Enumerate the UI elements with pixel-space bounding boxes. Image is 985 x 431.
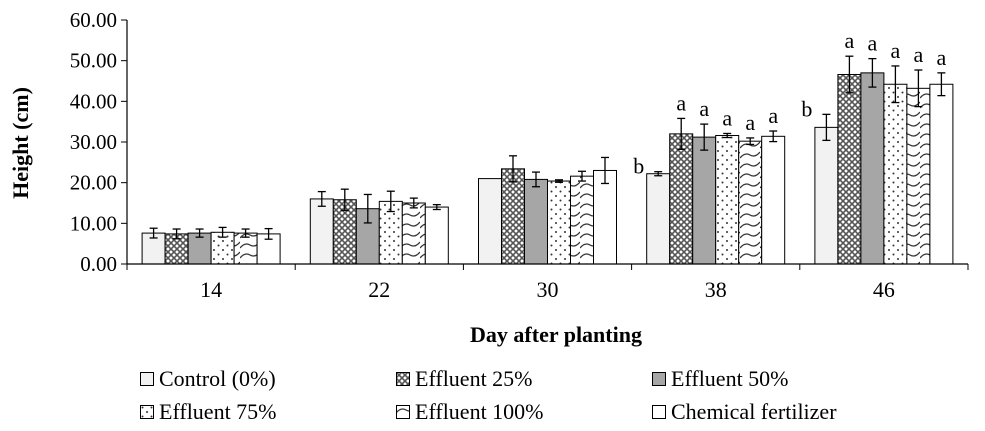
legend-label: Effluent 25% — [415, 366, 533, 391]
significance-label: a — [891, 38, 901, 63]
legend-item: Chemical fertilizer — [652, 397, 837, 427]
bar — [692, 136, 717, 265]
bar — [929, 83, 954, 265]
bar — [761, 135, 786, 265]
x-axis-label: Day after planting — [470, 322, 642, 347]
bar — [906, 87, 931, 265]
legend-swatch — [652, 372, 666, 386]
significance-label: a — [676, 90, 686, 115]
legend: Control (0%) Effluent 25% Effluent 50% Effl… — [140, 364, 960, 430]
legend-item: Effluent 100% — [396, 397, 544, 427]
significance-label: b — [633, 154, 644, 179]
legend-label: Chemical fertilizer — [671, 399, 837, 424]
legend-swatch — [140, 372, 154, 386]
y-tick-label: 0.00 — [80, 252, 117, 276]
bar — [501, 168, 525, 265]
bar — [547, 180, 571, 265]
y-tick-label: 40.00 — [70, 89, 117, 113]
legend-label: Effluent 50% — [671, 366, 789, 391]
bar — [860, 72, 885, 265]
significance-label: a — [699, 96, 709, 121]
bar — [401, 202, 426, 265]
y-axis-label: Height (cm) — [8, 87, 33, 199]
bar — [883, 83, 908, 265]
y-tick-label: 30.00 — [70, 130, 117, 154]
y-tick-label: 50.00 — [70, 49, 117, 73]
significance-label: a — [868, 31, 878, 56]
legend-swatch — [652, 405, 666, 419]
significance-label: b — [801, 96, 812, 121]
bar — [738, 140, 763, 265]
bar — [424, 206, 449, 265]
x-tick-label: 30 — [537, 277, 559, 302]
significance-label: a — [722, 105, 732, 130]
bar — [715, 134, 740, 265]
bar-chart: 0.00 10.00 20.00 30.00 40.00 50.00 60.00 14 22 3… — [8, 8, 969, 347]
significance-label: a — [845, 28, 855, 53]
significance-label: a — [937, 45, 947, 70]
significance-label: a — [745, 110, 755, 135]
y-tick-label: 20.00 — [70, 171, 117, 195]
x-tick-label: 38 — [705, 277, 727, 302]
legend-item: Control (0%) — [140, 364, 276, 394]
legend-swatch — [396, 372, 410, 386]
bar — [593, 169, 617, 265]
x-tick-label: 14 — [200, 277, 222, 302]
legend-item: Effluent 25% — [396, 364, 533, 394]
bar — [814, 126, 839, 265]
legend-item: Effluent 75% — [140, 397, 277, 427]
bar — [570, 175, 594, 265]
bar — [478, 178, 502, 265]
bar — [309, 198, 334, 265]
legend-label: Effluent 75% — [159, 399, 277, 424]
legend-item: Effluent 50% — [652, 364, 789, 394]
bar — [837, 73, 862, 265]
bar — [524, 178, 548, 265]
y-tick-label: 10.00 — [70, 211, 117, 235]
legend-label: Control (0%) — [159, 366, 276, 391]
legend-swatch — [396, 405, 410, 419]
significance-label: a — [768, 103, 778, 128]
legend-label: Effluent 100% — [415, 399, 544, 424]
y-tick-label: 60.00 — [70, 8, 117, 32]
x-tick-label: 46 — [873, 277, 895, 302]
legend-swatch — [140, 405, 154, 419]
bar — [669, 133, 694, 265]
bar — [646, 173, 671, 265]
significance-label: a — [914, 42, 924, 67]
x-tick-label: 22 — [368, 277, 390, 302]
